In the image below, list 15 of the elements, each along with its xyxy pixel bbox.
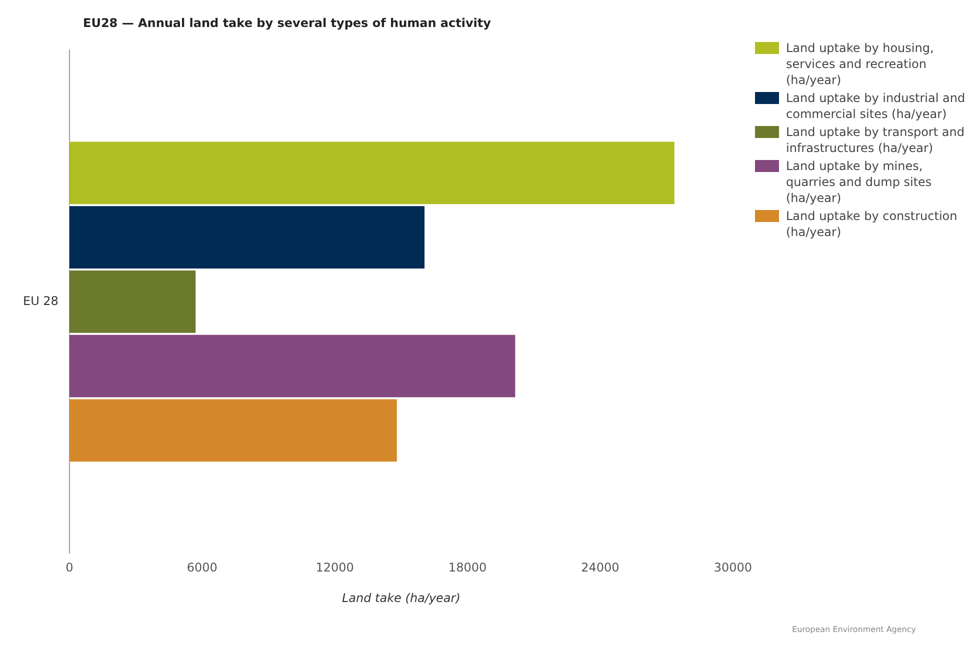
- legend-label: Land uptake by housing, services and recreation (ha/year): [786, 40, 935, 88]
- y-tick-label: EU 28: [22, 294, 58, 308]
- legend-label: Land uptake by industrial and commercial sites (ha/year): [786, 90, 966, 122]
- x-tick-label: 12000: [316, 560, 354, 575]
- legend-label: Land uptake by construction (ha/year): [786, 208, 958, 240]
- text: European Environment Agency: [792, 625, 916, 634]
- chart-title: EU28 — Annual land take by several types of human activity: [83, 16, 491, 30]
- x-tick-label: 0: [66, 560, 74, 575]
- x-tick-label: 6000: [186, 560, 218, 575]
- x-tick-label: 18000: [448, 560, 487, 575]
- legend-label: Land uptake by mines, quarries and dump sites (ha/year): [786, 158, 933, 206]
- x-axis-title: Land take (ha/year): [342, 590, 460, 605]
- legend-label: Land uptake by transport and infrastructures (ha/year): [786, 124, 966, 156]
- x-tick-label: 30000: [714, 560, 752, 575]
- x-tick-label: 24000: [581, 560, 620, 575]
